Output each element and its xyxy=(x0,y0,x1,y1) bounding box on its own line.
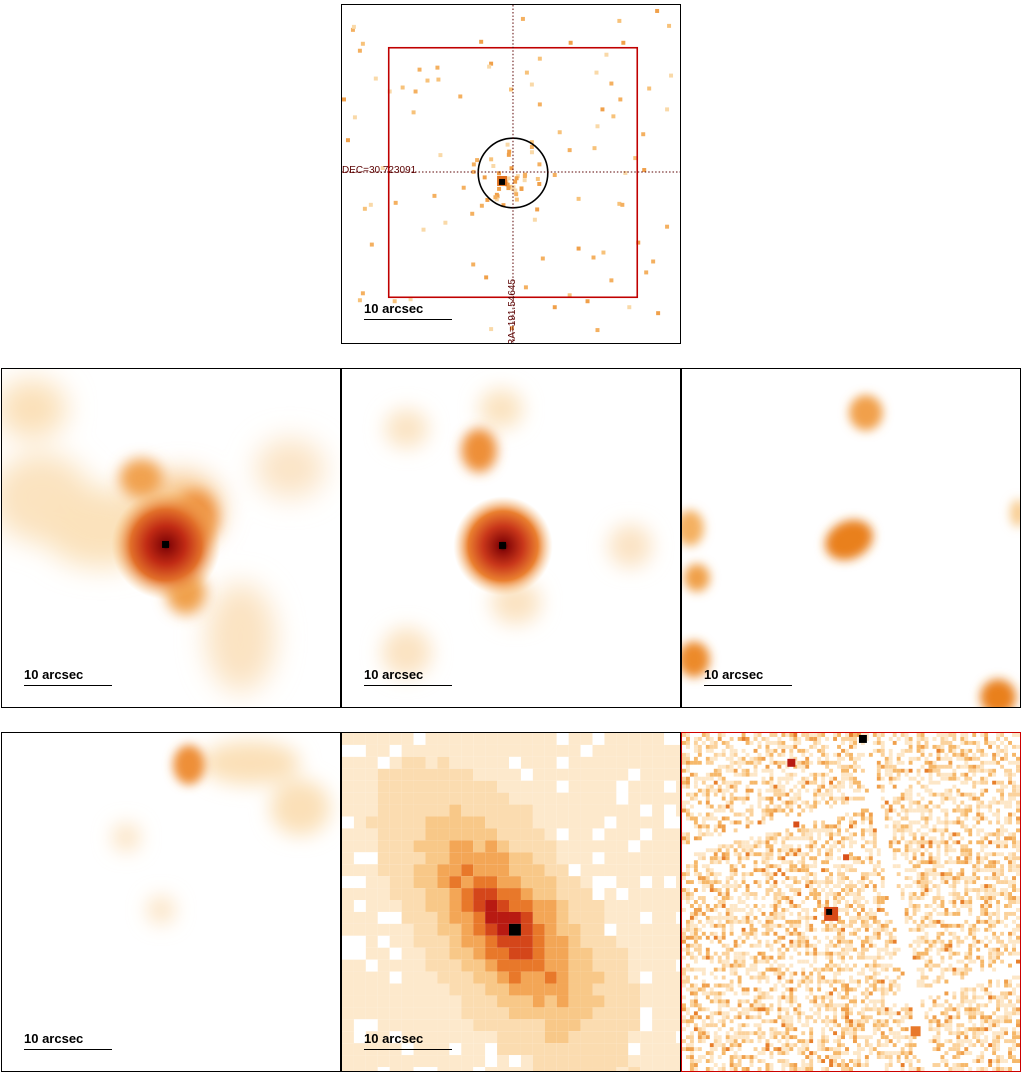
optical-galaxy-panel: 10 arcsec xyxy=(341,732,681,1072)
scale-bar-label: 10 arcsec xyxy=(704,667,764,682)
noisy-image xyxy=(682,733,1020,1071)
scale-bar-line xyxy=(364,1049,452,1050)
scale-bar-line xyxy=(24,685,112,686)
ra-label: RA=191.54645 xyxy=(507,278,518,344)
band-2-panel: 10 arcsec xyxy=(341,368,681,708)
scale-bar: 10 arcsec xyxy=(364,301,452,321)
band-4-panel: 10 arcsec xyxy=(1,732,341,1072)
scale-bar: 10 arcsec xyxy=(704,667,792,687)
dec-label: DEC=30.723091 xyxy=(342,165,417,176)
band-4-image xyxy=(112,740,331,924)
scale-bar: 10 arcsec xyxy=(364,667,452,687)
scale-bar-line xyxy=(24,1049,112,1050)
optical-galaxy-image xyxy=(342,733,680,1071)
band-3-image xyxy=(682,394,1020,707)
scale-bar-line xyxy=(364,319,452,320)
scale-bar-line xyxy=(704,685,792,686)
band-3-panel: 10 arcsec xyxy=(681,368,1021,708)
band-2-image xyxy=(381,388,653,678)
xray-counts-image xyxy=(342,5,680,343)
band-1-panel: 10 arcsec xyxy=(1,368,341,708)
scale-bar: 10 arcsec xyxy=(24,667,112,687)
scale-bar-label: 10 arcsec xyxy=(24,1031,84,1046)
scale-bar-label: 10 arcsec xyxy=(364,667,424,682)
scale-bar-label: 10 arcsec xyxy=(364,301,424,316)
scale-bar-label: 10 arcsec xyxy=(24,667,84,682)
scale-bar-line xyxy=(364,685,452,686)
band-1-image xyxy=(2,378,326,693)
scale-bar-label: 10 arcsec xyxy=(364,1031,424,1046)
source-peak xyxy=(499,178,506,185)
scale-bar: 10 arcsec xyxy=(364,1031,452,1051)
noisy-image-panel xyxy=(681,732,1021,1072)
scale-bar: 10 arcsec xyxy=(24,1031,112,1051)
xray-counts-panel: DEC=30.723091 RA=191.54645 10 arcsec xyxy=(341,4,681,344)
